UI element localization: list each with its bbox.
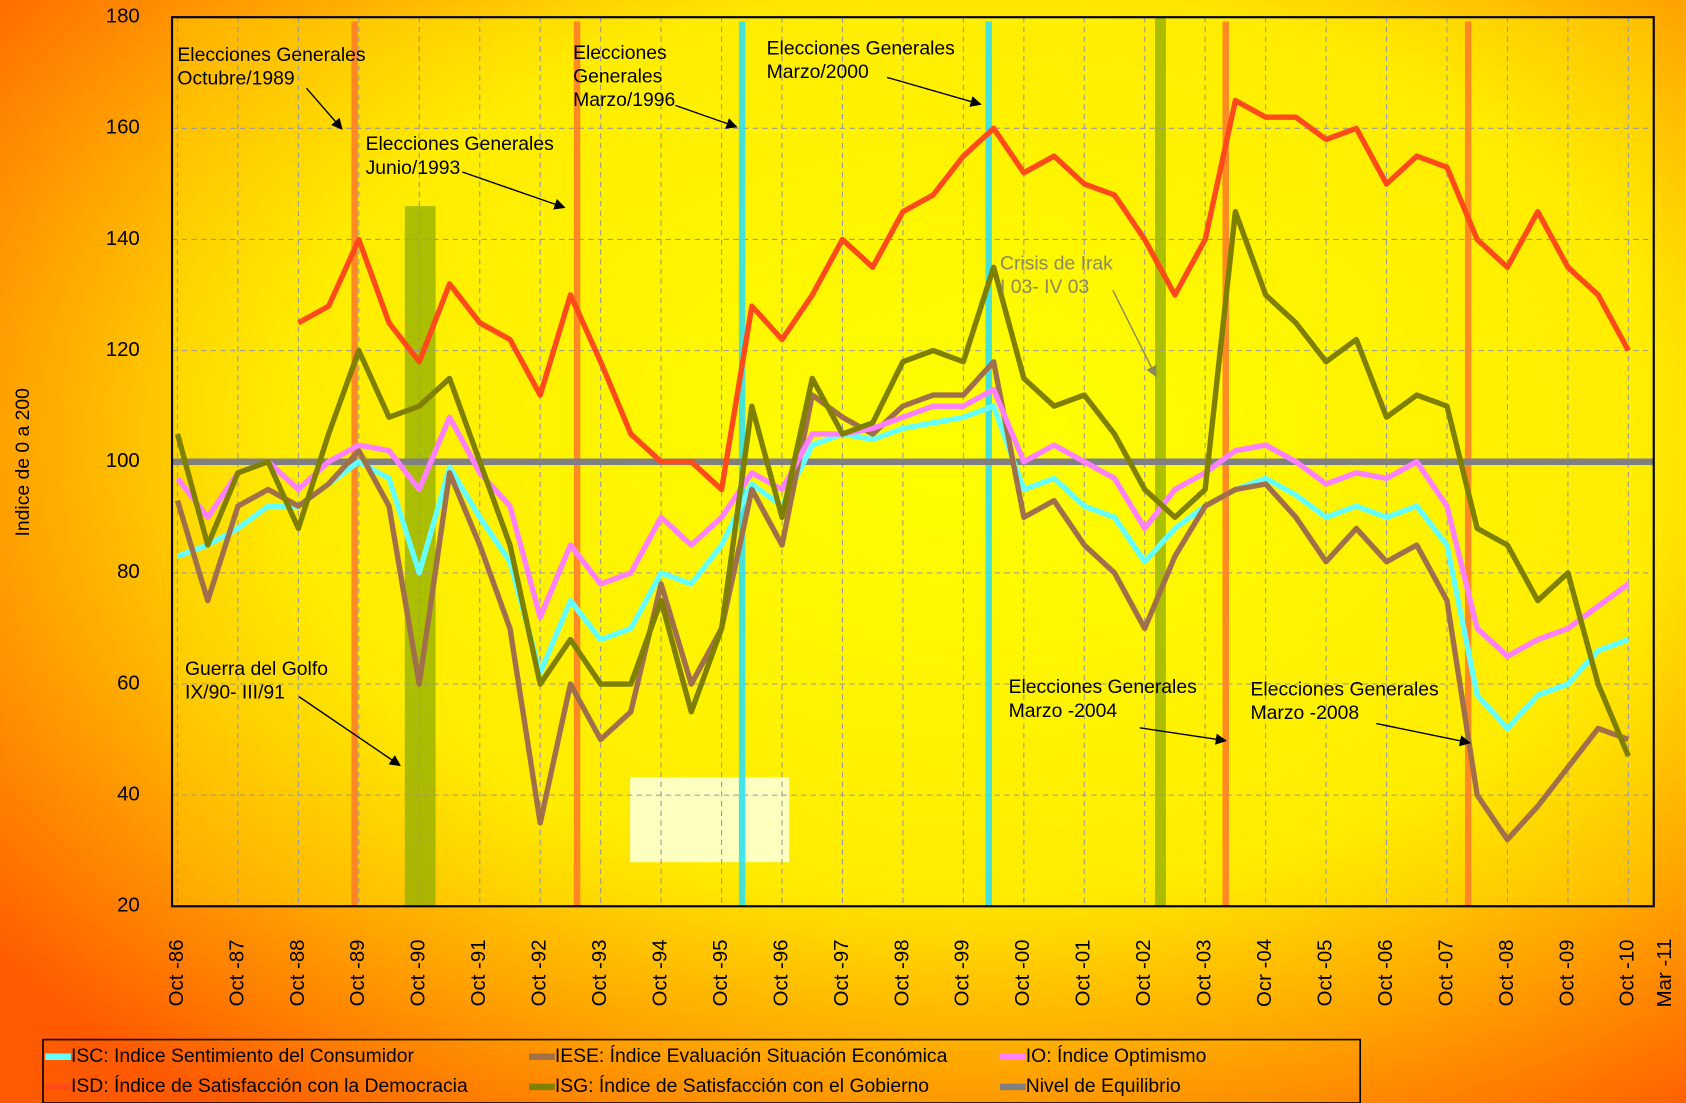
y-tick-label: 100 bbox=[106, 450, 140, 472]
annotation-text: Elecciones Generales bbox=[177, 44, 365, 66]
series-line bbox=[175, 386, 1630, 659]
x-tick-label: Oct -99 bbox=[952, 939, 974, 1006]
y-tick-label: 60 bbox=[117, 672, 140, 694]
series-line bbox=[174, 208, 1631, 758]
x-tick-label: Oct -93 bbox=[589, 939, 611, 1006]
x-tick-label: Oct -86 bbox=[166, 939, 188, 1006]
annotation-arrow bbox=[675, 104, 738, 129]
annotation-arrow bbox=[1112, 289, 1157, 378]
series-line bbox=[297, 97, 1631, 493]
x-tick-label: Mar -11 bbox=[1654, 939, 1676, 1008]
series-line bbox=[174, 359, 1630, 843]
x-tick-label: Oct -09 bbox=[1556, 939, 1578, 1006]
annotation-text: Elecciones Generales bbox=[1251, 678, 1439, 700]
annotation-text: Elecciones Generales bbox=[366, 133, 554, 155]
x-tick-label: Ocr -04 bbox=[1254, 939, 1276, 1007]
x-tick-label: Oct -98 bbox=[891, 939, 913, 1006]
x-tick-label: Oct -89 bbox=[347, 939, 369, 1006]
y-tick-label: 160 bbox=[106, 117, 140, 139]
y-axis-label: Indice de 0 a 200 bbox=[12, 388, 34, 536]
annotation-text: Elecciones Generales bbox=[1009, 676, 1197, 698]
annotation-arrow bbox=[1376, 722, 1471, 747]
blank-box bbox=[630, 777, 790, 863]
annotation-arrow bbox=[886, 76, 982, 107]
x-tick-label: Oct -97 bbox=[831, 939, 853, 1006]
x-tick-label: Oct -08 bbox=[1496, 939, 1518, 1006]
annotation-text: IX/90- III/91 bbox=[185, 682, 285, 704]
annotation-text: I 03- IV 03 bbox=[1000, 276, 1089, 298]
x-tick-label: Oct -07 bbox=[1435, 939, 1457, 1006]
annotation-text: Marzo/1996 bbox=[573, 89, 675, 111]
x-tick-label: Oct -03 bbox=[1194, 939, 1216, 1006]
annotation-arrow bbox=[462, 171, 566, 210]
x-tick-label: Oct -06 bbox=[1375, 939, 1397, 1006]
x-tick-label: Oct -92 bbox=[529, 939, 551, 1006]
annotation-arrow bbox=[298, 696, 401, 767]
y-tick-label: 40 bbox=[117, 784, 140, 806]
x-tick-label: Oct -05 bbox=[1314, 939, 1336, 1006]
x-tick-label: Oct -90 bbox=[408, 939, 430, 1006]
x-tick-label: Oct -10 bbox=[1617, 939, 1639, 1006]
annotation-arrow bbox=[305, 87, 343, 130]
x-tick-label: Oct -95 bbox=[710, 939, 732, 1006]
legend-label: ISC: Indice Sentimiento del Consumidor bbox=[71, 1045, 415, 1067]
x-tick-label: Oct -94 bbox=[649, 939, 671, 1006]
legend-label: ISG: Índice de Satisfacción con el Gobie… bbox=[555, 1074, 929, 1097]
x-tick-label: Oct -96 bbox=[770, 939, 792, 1006]
legend-label: IO: Índice Optimismo bbox=[1026, 1044, 1207, 1067]
series-line bbox=[176, 403, 1630, 732]
annotation-text: Marzo -2004 bbox=[1009, 700, 1118, 722]
y-tick-label: 140 bbox=[106, 228, 140, 250]
x-tick-label: Oct -01 bbox=[1073, 939, 1095, 1006]
x-tick-label: Oct -02 bbox=[1133, 939, 1155, 1006]
legend-label: IESE: Índice Evaluación Situación Económ… bbox=[555, 1044, 948, 1067]
annotation-text: Guerra del Golfo bbox=[185, 658, 328, 680]
annotation-text: Crisis de Irak bbox=[1000, 253, 1113, 275]
y-tick-label: 20 bbox=[117, 895, 140, 917]
legend-box bbox=[42, 1038, 1362, 1103]
x-tick-label: Oct -88 bbox=[287, 939, 309, 1006]
annotation-text: Generales bbox=[573, 66, 662, 88]
annotation-text: Elecciones Generales bbox=[767, 38, 955, 60]
annotation-arrow bbox=[1139, 727, 1227, 745]
legend-label: ISD: Índice de Satisfacción con la Democ… bbox=[71, 1074, 468, 1097]
annotation-text: Elecciones bbox=[573, 42, 667, 64]
legend-label: Nivel de Equilibrio bbox=[1026, 1075, 1181, 1097]
x-tick-label: Oct -00 bbox=[1012, 939, 1034, 1006]
x-tick-label: Oct -91 bbox=[468, 939, 490, 1006]
y-tick-label: 80 bbox=[117, 561, 140, 583]
x-tick-label: Oct -87 bbox=[226, 939, 248, 1006]
annotation-text: Marzo/2000 bbox=[767, 61, 869, 83]
y-tick-label: 180 bbox=[106, 6, 140, 28]
y-tick-label: 120 bbox=[106, 339, 140, 361]
plot-frame bbox=[170, 16, 1655, 908]
event-band bbox=[404, 206, 436, 907]
annotation-text: Junio/1993 bbox=[366, 157, 461, 179]
annotation-text: Marzo -2008 bbox=[1251, 702, 1360, 724]
annotation-text: Octubre/1989 bbox=[177, 68, 294, 90]
